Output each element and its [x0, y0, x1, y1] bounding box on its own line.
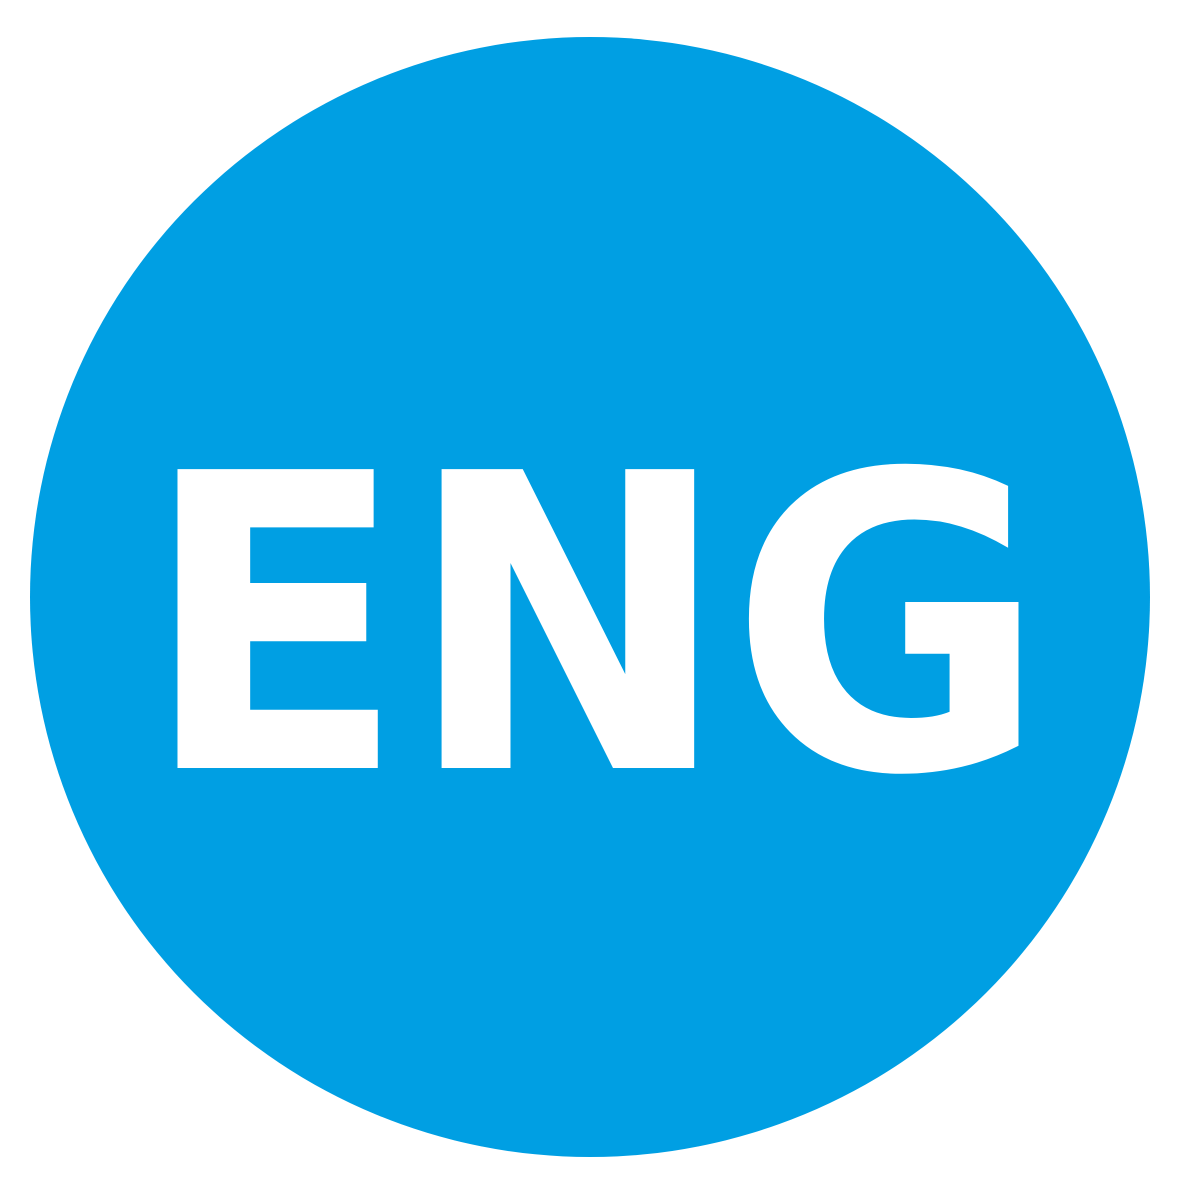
badge-label: ENG	[142, 387, 1047, 865]
badge-circle	[30, 37, 1150, 1157]
